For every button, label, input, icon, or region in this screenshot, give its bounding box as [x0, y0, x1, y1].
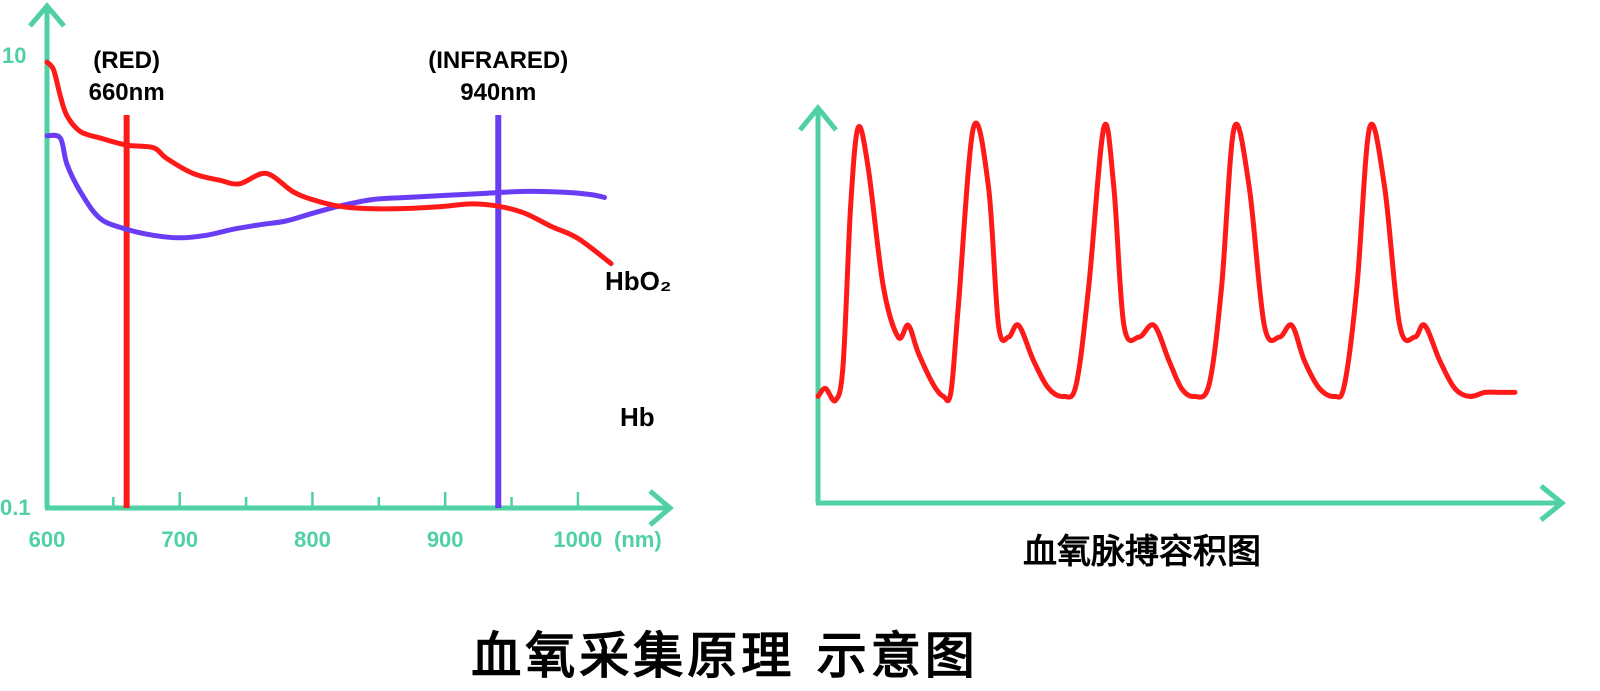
x-tick-label: 600 [29, 527, 66, 552]
absorption-axes [28, 2, 674, 527]
series-line-hb [44, 59, 614, 267]
x-tick-label: 1000 [553, 527, 602, 552]
wavelength-markers: (RED) 660nm (INFRARED) 940nm [89, 47, 568, 508]
ppg-axes [798, 104, 1566, 522]
ppg-y-axis-arrow-icon [798, 104, 838, 132]
x-tick-label: 800 [294, 527, 331, 552]
figure-caption: 血氧采集原理 示意图 [471, 627, 978, 685]
ppg-x-axis-arrow-icon [1539, 484, 1566, 522]
ppg-waveform-line [815, 120, 1518, 404]
ppg-chart: 血氧脉搏容积图 [798, 104, 1566, 572]
y-axis-arrow-icon [28, 2, 66, 28]
ppg-series [815, 120, 1518, 404]
wavelength-marker-band: (RED) [93, 47, 160, 74]
ppg-title: 血氧脉搏容积图 [1023, 532, 1261, 572]
series-labels: HbO₂ Hb [605, 266, 671, 432]
x-tick-label: 900 [427, 527, 464, 552]
y-tick-label-bottom: 0.1 [0, 495, 31, 520]
x-axis-arrow-icon [648, 489, 674, 527]
series-label-hb: Hb [620, 402, 655, 432]
x-tick-label: 700 [161, 527, 198, 552]
absorption-chart: 600 700 800 900 1000 10 0.1 (nm) (RED)660nm(… [0, 2, 674, 552]
wavelength-marker-value: 940nm [460, 79, 536, 106]
series-label-hbo2: HbO₂ [605, 266, 671, 296]
series-line-hbo2 [44, 132, 607, 241]
x-unit-label: (nm) [614, 527, 662, 552]
x-tick-labels: 600 700 800 900 1000 [29, 527, 603, 552]
x-tick-marks [112, 492, 580, 508]
y-tick-label-top: 10 [2, 43, 26, 68]
absorption-series [44, 59, 614, 267]
wavelength-marker-value: 660nm [89, 79, 165, 106]
wavelength-marker-band: (INFRARED) [428, 47, 568, 74]
